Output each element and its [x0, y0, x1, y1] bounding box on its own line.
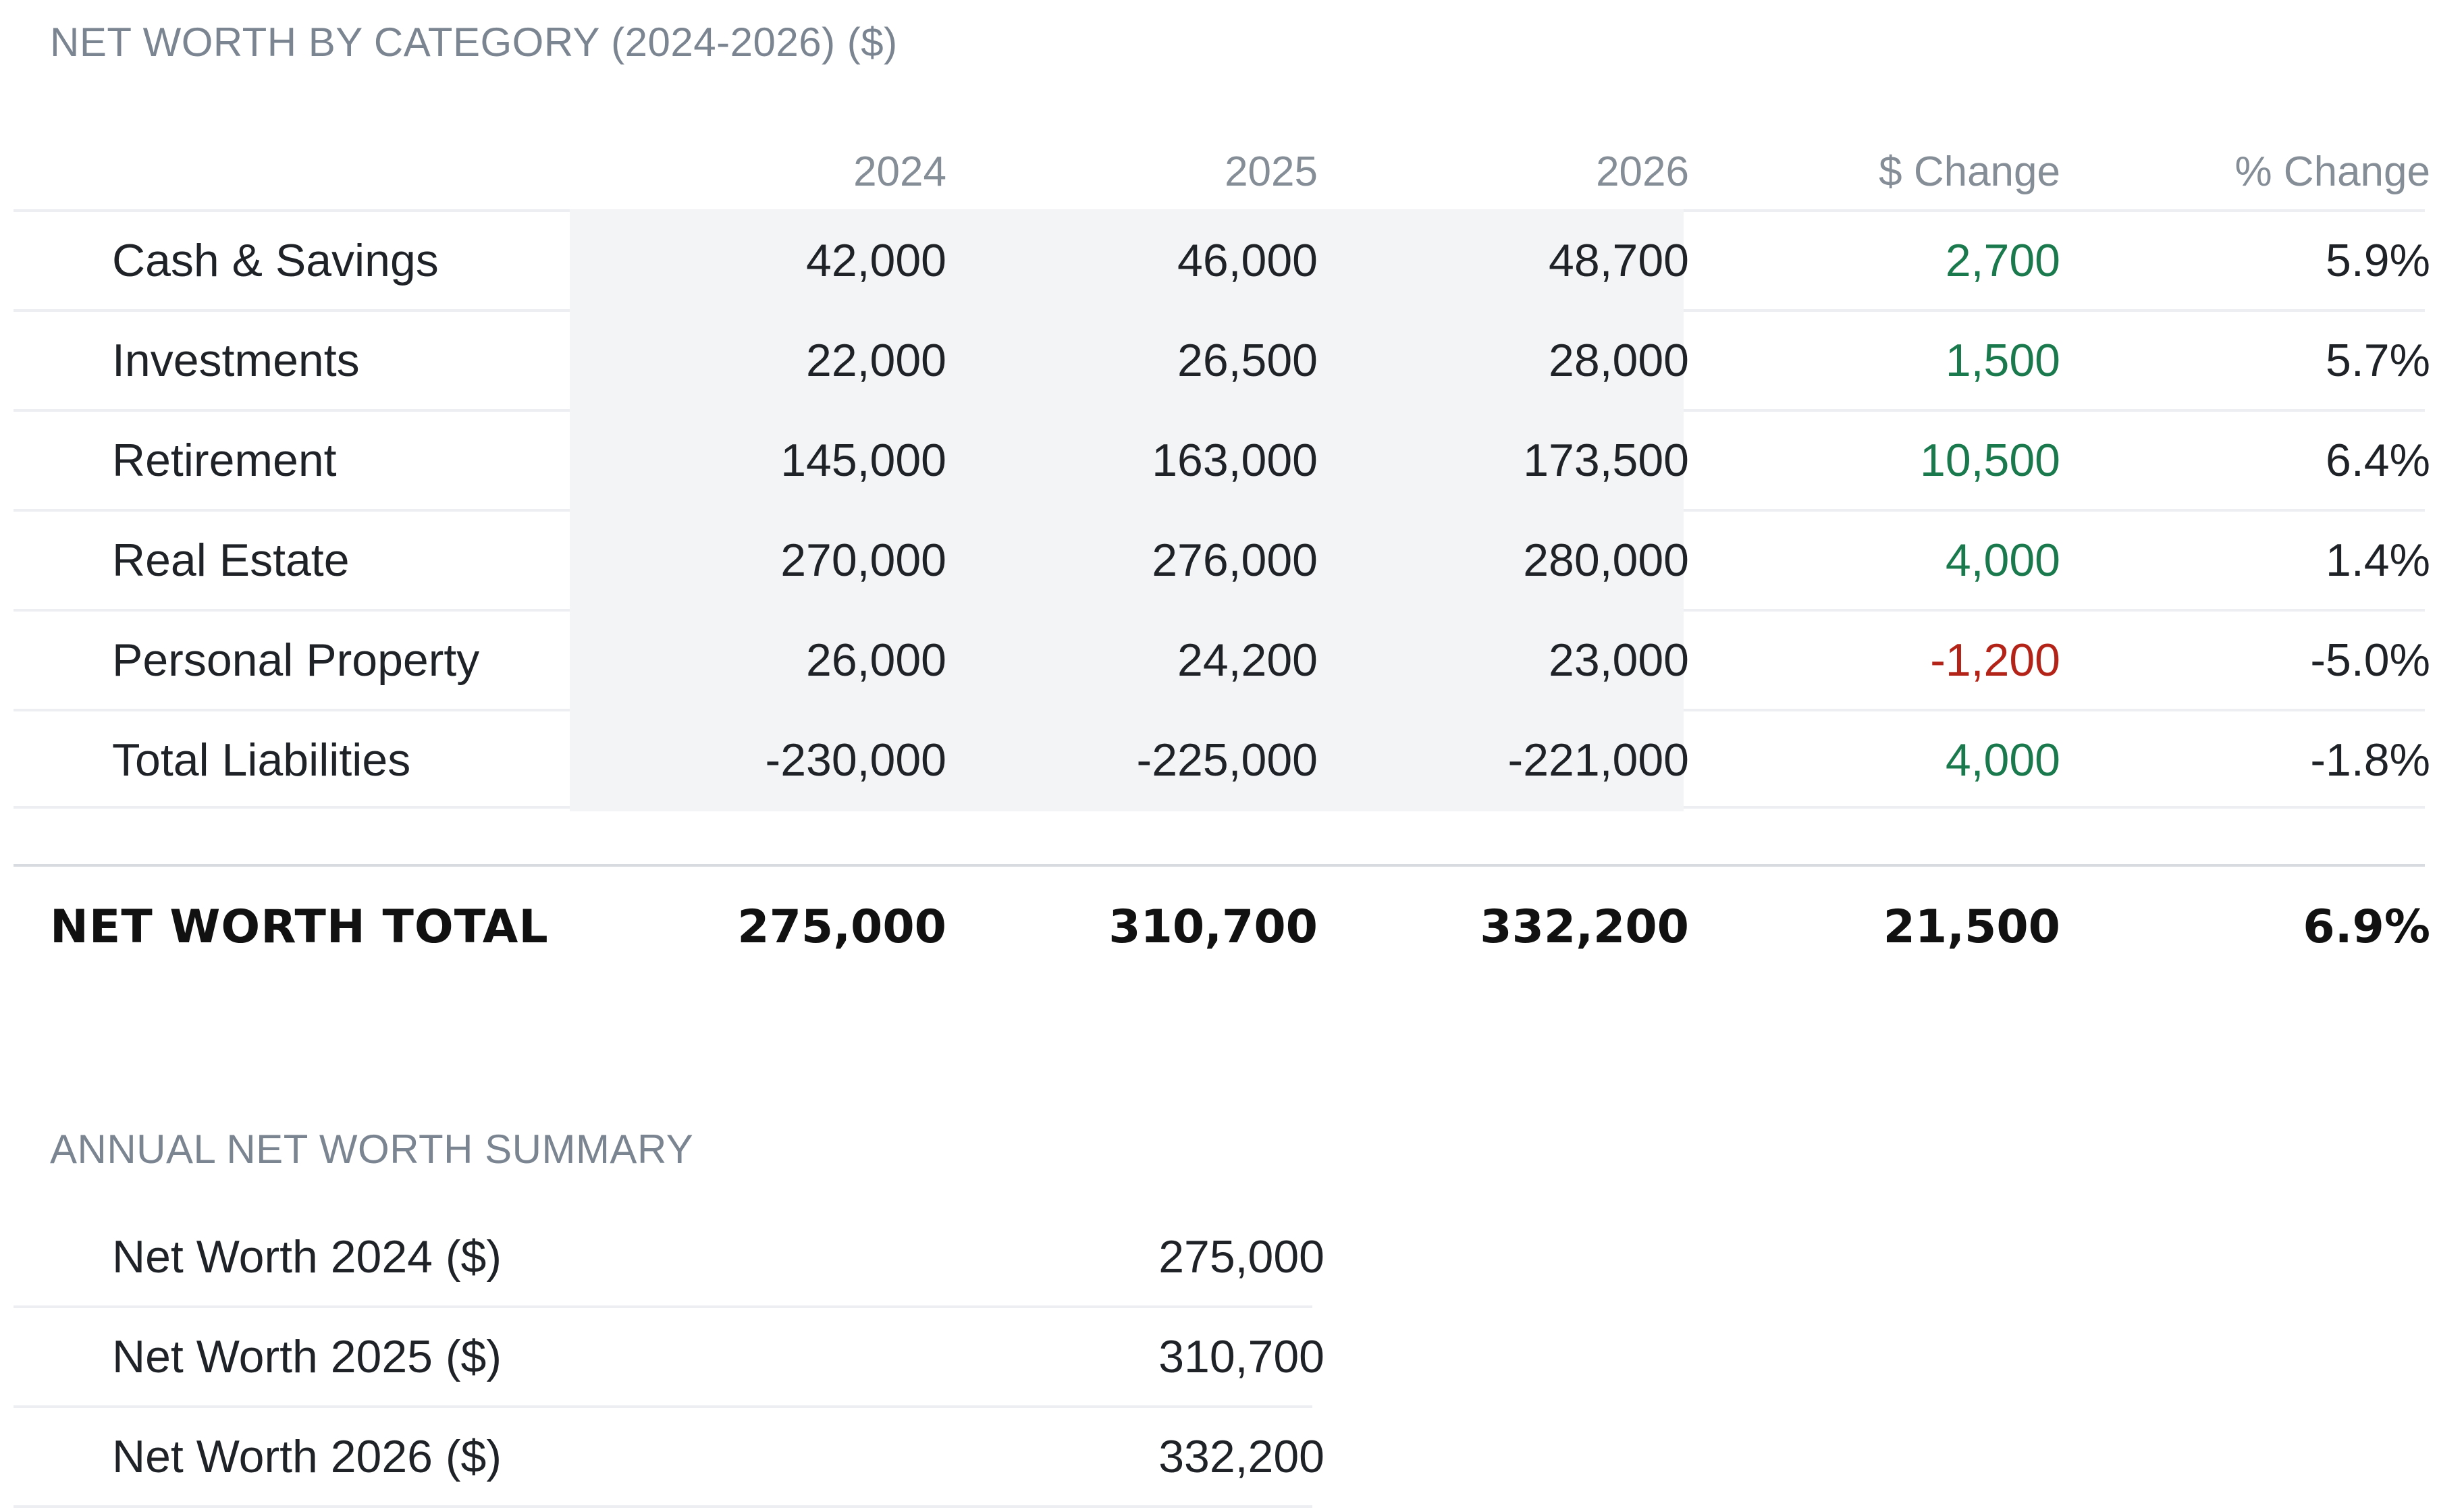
value-2026: 280,000 [1523, 535, 1689, 586]
percent-change: 5.9% [2326, 235, 2430, 286]
category-label: Total Liabilities [112, 734, 411, 786]
category-label: Personal Property [112, 634, 480, 686]
value-2025: -225,000 [1136, 734, 1318, 786]
total-2026: 332,200 [1480, 900, 1689, 954]
value-2026: 48,700 [1549, 235, 1689, 286]
value-2025: 26,500 [1177, 335, 1318, 386]
net-worth-by-category-title: NET WORTH BY CATEGORY (2024-2026) ($) [50, 20, 898, 65]
summary-value: 275,000 [1158, 1231, 1324, 1282]
value-2024: -230,000 [765, 734, 946, 786]
category-label: Investments [112, 335, 360, 386]
value-2026: -221,000 [1507, 734, 1689, 786]
total-label: NET WORTH TOTAL [50, 900, 549, 954]
category-label: Real Estate [112, 535, 350, 586]
value-2024: 145,000 [780, 435, 946, 486]
shaded-year-columns [570, 609, 1684, 711]
dollar-change: 4,000 [1945, 535, 2060, 586]
summary-value: 310,700 [1158, 1331, 1324, 1382]
table-row: Cash & Savings 42,000 46,000 48,700 2,70… [14, 209, 2430, 312]
summary-label: Net Worth 2024 ($) [112, 1231, 502, 1282]
table-row: Investments 22,000 26,500 28,000 1,500 5… [14, 309, 2430, 412]
dollar-change: 1,500 [1945, 335, 2060, 386]
shaded-year-columns [570, 709, 1684, 811]
column-header-2025: 2025 [1225, 148, 1318, 195]
summary-label: Net Worth 2025 ($) [112, 1331, 502, 1382]
column-header-2026: 2026 [1596, 148, 1689, 195]
column-header-dollar-change: $ Change [1879, 148, 2060, 195]
table-row: Total Liabilities -230,000 -225,000 -221… [14, 709, 2430, 811]
value-2024: 22,000 [806, 335, 946, 386]
value-2024: 42,000 [806, 235, 946, 286]
total-2024: 275,000 [737, 900, 946, 954]
value-2026: 28,000 [1549, 335, 1689, 386]
table-row: Net Worth 2026 ($) 332,200 [14, 1408, 1324, 1508]
annual-net-worth-summary-title: ANNUAL NET WORTH SUMMARY [50, 1127, 694, 1172]
table-header-row: 2024 2025 2026 $ Change % Change [14, 135, 2430, 209]
value-2025: 276,000 [1152, 535, 1318, 586]
shaded-year-columns [570, 509, 1684, 612]
shaded-year-columns [570, 209, 1684, 312]
percent-change: 1.4% [2326, 535, 2430, 586]
shaded-year-columns [570, 409, 1684, 512]
value-2024: 270,000 [780, 535, 946, 586]
value-2025: 163,000 [1152, 435, 1318, 486]
category-label: Retirement [112, 435, 337, 486]
annual-summary-table: Net Worth 2024 ($) 275,000 Net Worth 202… [14, 1208, 1324, 1508]
table-row: Retirement 145,000 163,000 173,500 10,50… [14, 409, 2430, 512]
total-2025: 310,700 [1108, 900, 1318, 954]
total-divider [14, 864, 2425, 867]
value-2024: 26,000 [806, 634, 946, 686]
dollar-change: 2,700 [1945, 235, 2060, 286]
percent-change: 5.7% [2326, 335, 2430, 386]
dollar-change: 10,500 [1920, 435, 2060, 486]
percent-change: -1.8% [2310, 734, 2430, 786]
net-worth-category-table: Cash & Savings 42,000 46,000 48,700 2,70… [14, 209, 2430, 811]
table-row: Net Worth 2025 ($) 310,700 [14, 1308, 1324, 1408]
total-dollar-change: 21,500 [1883, 900, 2060, 954]
value-2026: 23,000 [1549, 634, 1689, 686]
value-2026: 173,500 [1523, 435, 1689, 486]
percent-change: -5.0% [2310, 634, 2430, 686]
table-row: Real Estate 270,000 276,000 280,000 4,00… [14, 509, 2430, 612]
column-header-percent-change: % Change [2234, 148, 2430, 195]
value-2025: 46,000 [1177, 235, 1318, 286]
net-worth-total-row: NET WORTH TOTAL 275,000 310,700 332,200 … [14, 867, 2430, 988]
dollar-change: 4,000 [1945, 734, 2060, 786]
category-label: Cash & Savings [112, 235, 439, 286]
table-row: Net Worth 2024 ($) 275,000 [14, 1208, 1324, 1308]
summary-value: 332,200 [1158, 1431, 1324, 1482]
summary-label: Net Worth 2026 ($) [112, 1431, 502, 1482]
dollar-change: -1,200 [1930, 634, 2060, 686]
table-row: Personal Property 26,000 24,200 23,000 -… [14, 609, 2430, 711]
column-header-2024: 2024 [853, 148, 946, 195]
total-percent-change: 6.9% [2303, 900, 2430, 954]
shaded-year-columns [570, 309, 1684, 412]
percent-change: 6.4% [2326, 435, 2430, 486]
value-2025: 24,200 [1177, 634, 1318, 686]
